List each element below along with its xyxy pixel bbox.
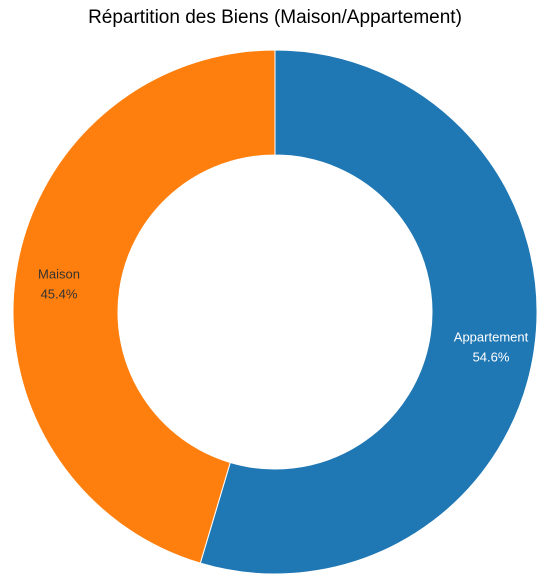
slice-name-appartement: Appartement	[454, 329, 529, 344]
slice-percent-maison: 45.4%	[41, 287, 78, 302]
slice-percent-appartement: 54.6%	[473, 349, 510, 364]
slices-group	[13, 50, 537, 574]
slice-name-maison: Maison	[38, 267, 80, 282]
